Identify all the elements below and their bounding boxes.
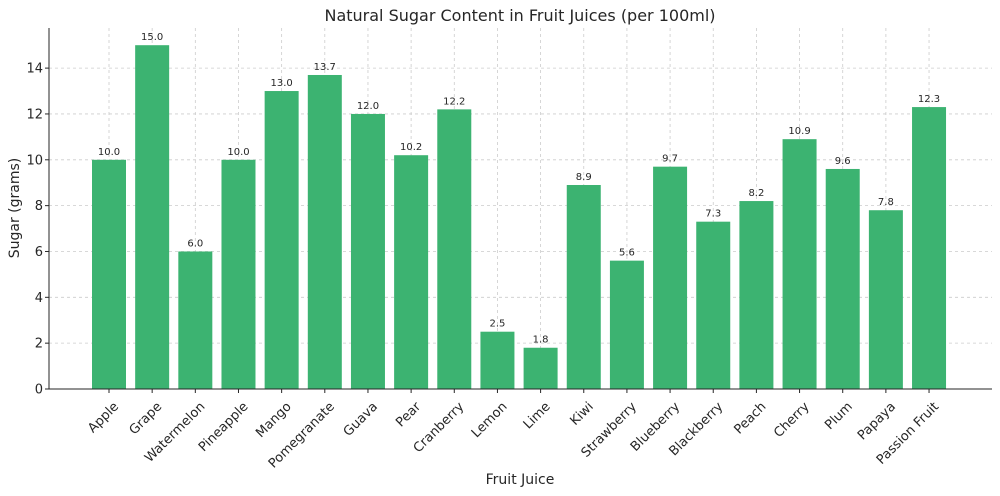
bar-pear (394, 155, 429, 389)
y-tick-label: 6 (35, 245, 43, 260)
bar-passion-fruit (912, 107, 947, 390)
x-tick-label: Lime (521, 399, 554, 432)
x-tick-label: Cherry (771, 399, 813, 441)
bar-value-label: 5.6 (619, 248, 635, 259)
data-labels: 10.0 15.0 6.0 10.0 13.0 13.7 12.0 10.2 12.2 2.5 1.… (98, 32, 940, 346)
bar-strawberry (609, 260, 644, 389)
y-axis-label: Sugar (grams) (7, 158, 23, 259)
bar-value-label: 13.7 (314, 62, 336, 73)
bar-value-label: 10.9 (788, 126, 810, 137)
bar-blackberry (696, 221, 731, 389)
chart-title: Natural Sugar Content in Fruit Juices (p… (324, 6, 715, 25)
bar-cherry (782, 139, 817, 389)
bar-lime (523, 347, 558, 389)
bar-cranberry (437, 109, 472, 389)
bars (92, 45, 947, 390)
y-tick-label: 14 (26, 62, 43, 77)
x-tick-label: Pear (393, 399, 424, 430)
x-tick-label: Guava (341, 399, 381, 439)
bar-apple (92, 159, 126, 389)
y-tick-label: 0 (35, 383, 43, 398)
x-tick-label: Lemon (469, 399, 511, 441)
x-tick-label: Plum (822, 399, 855, 432)
bar-value-label: 8.9 (576, 172, 592, 183)
y-tick-label: 10 (26, 153, 43, 168)
y-tick-label: 2 (35, 337, 43, 352)
bar-value-label: 7.3 (705, 209, 721, 220)
x-tick-label: Papaya (855, 399, 899, 443)
y-tick-label: 4 (35, 291, 43, 306)
bar-value-label: 7.8 (878, 197, 894, 208)
bar-value-label: 13.0 (271, 78, 293, 89)
bar-value-label: 2.5 (489, 319, 505, 330)
x-tick-label: Kiwi (568, 399, 597, 428)
bar-value-label: 10.0 (227, 147, 249, 158)
bar-papaya (868, 210, 903, 389)
bar-kiwi (566, 185, 601, 389)
bar-pomegranate (307, 74, 342, 389)
bar-plum (825, 168, 860, 389)
bar-value-label: 12.0 (357, 101, 379, 112)
bar-value-label: 8.2 (748, 188, 764, 199)
bar-value-label: 9.7 (662, 154, 678, 165)
bar-watermelon (178, 251, 213, 389)
bar-value-label: 1.8 (533, 335, 549, 346)
y-axis-ticks: 0 2 4 6 8 10 12 14 (26, 62, 49, 398)
x-tick-label: Grape (127, 399, 166, 438)
bar-grape (135, 45, 170, 389)
y-tick-label: 12 (26, 107, 43, 122)
bar-value-label: 10.2 (400, 142, 422, 153)
x-tick-label: Apple (85, 399, 122, 436)
x-tick-label: Peach (731, 399, 769, 437)
bar-value-label: 12.2 (443, 96, 465, 107)
bar-value-label: 10.0 (98, 147, 120, 158)
bar-value-label: 15.0 (141, 32, 163, 43)
bar-pineapple (221, 159, 256, 389)
x-axis-label: Fruit Juice (486, 472, 555, 488)
bar-value-label: 6.0 (187, 238, 203, 249)
bar-blueberry (653, 166, 688, 389)
y-tick-label: 8 (35, 199, 43, 214)
bar-value-label: 12.3 (918, 94, 940, 105)
bar-value-label: 9.6 (835, 156, 851, 167)
x-tick-label: Mango (253, 399, 294, 440)
bar-mango (264, 91, 299, 390)
bar-guava (350, 113, 385, 389)
bar-peach (739, 201, 774, 389)
bar-lemon (480, 331, 515, 389)
